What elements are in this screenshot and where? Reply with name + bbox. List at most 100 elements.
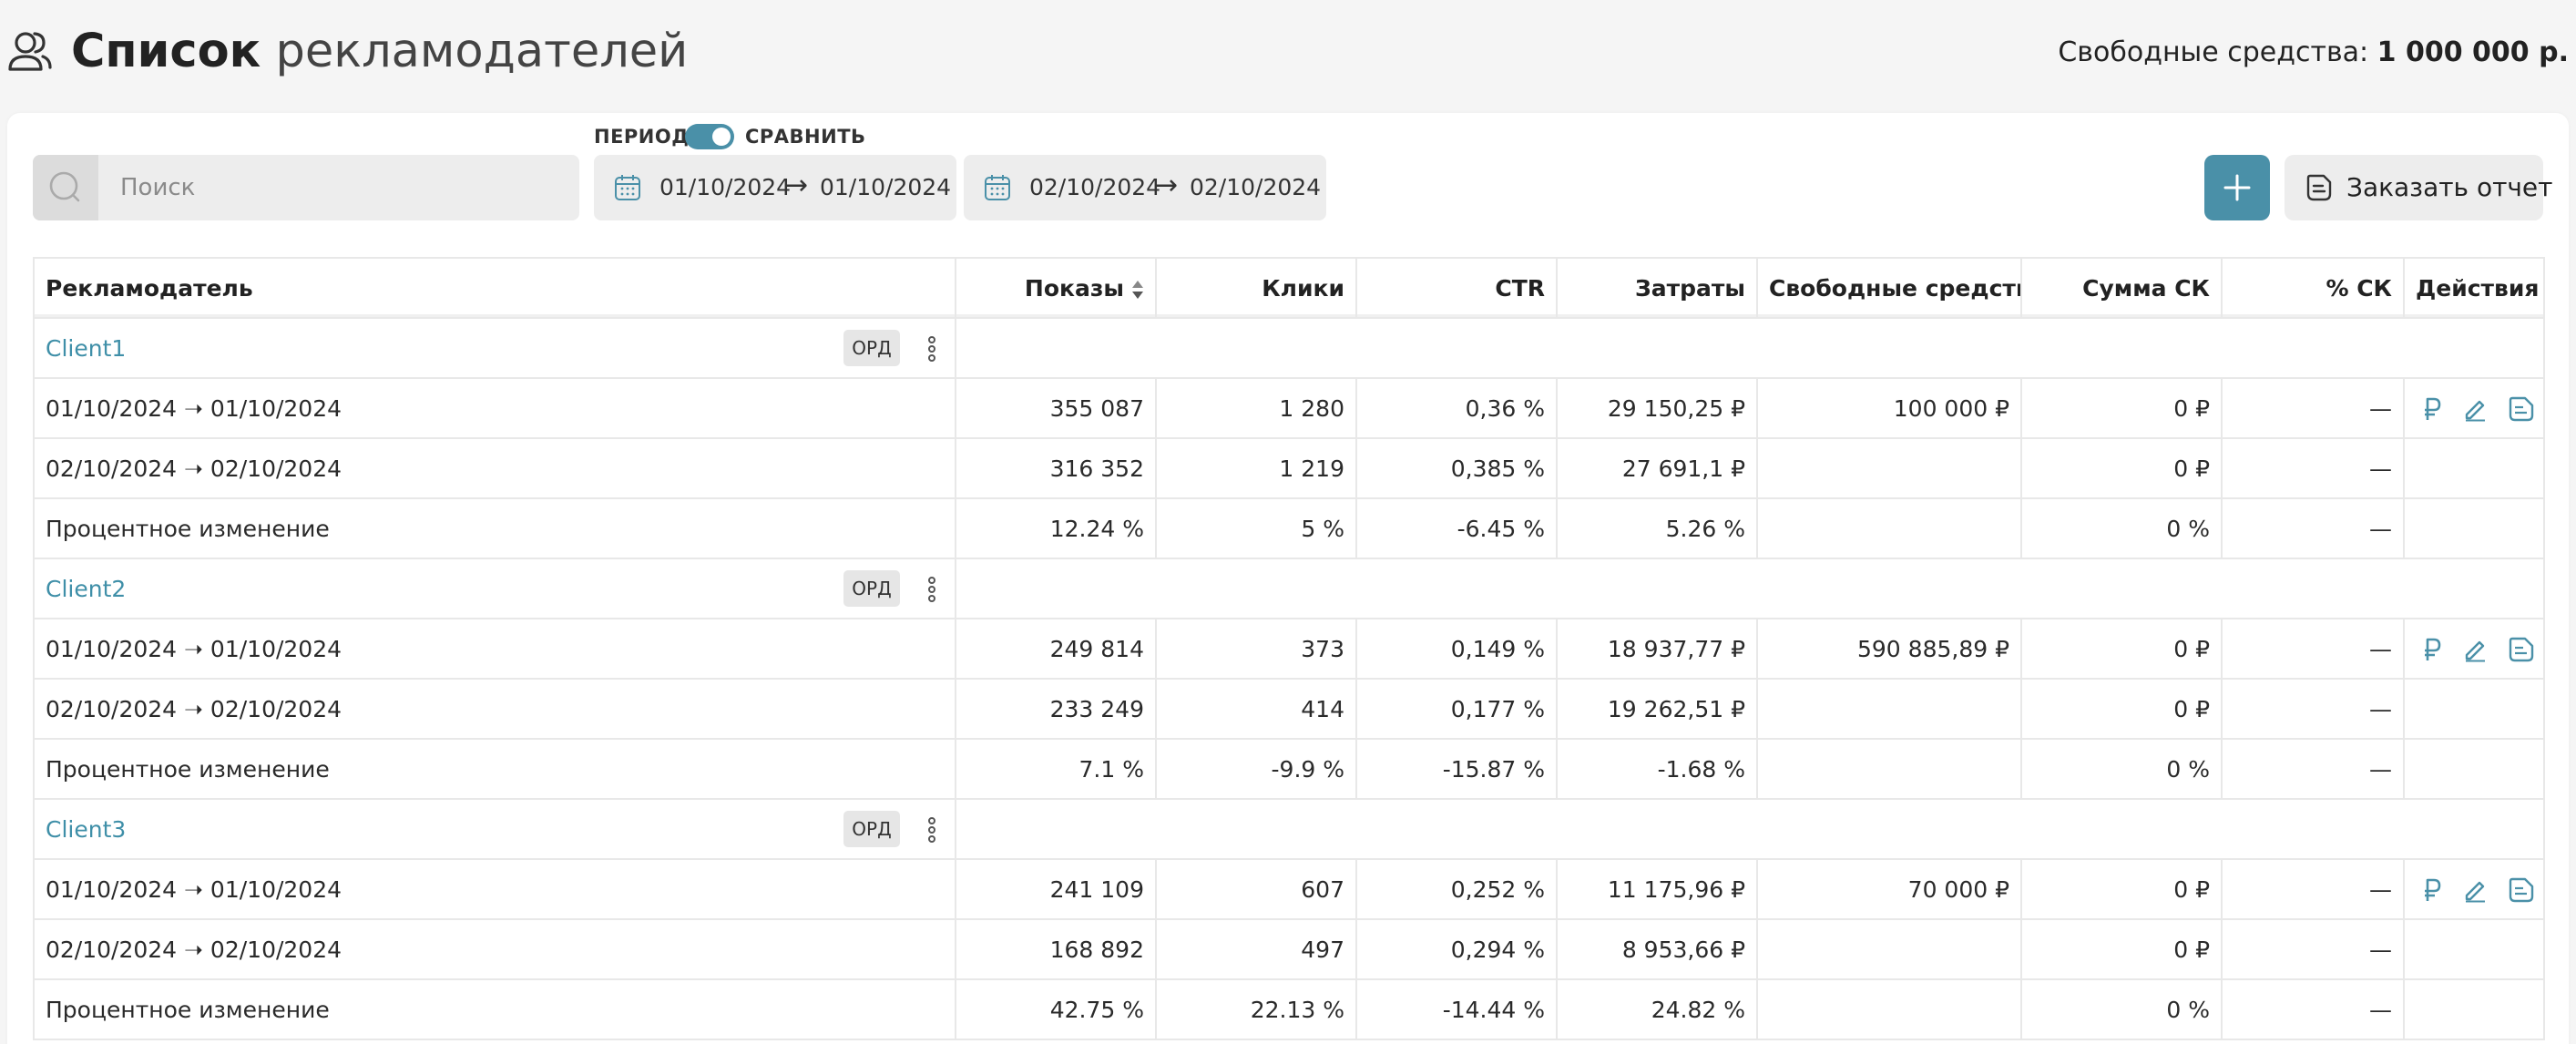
actions-cell (2403, 497, 2545, 559)
column-header-free-funds[interactable]: Свободные средства (1756, 257, 2022, 319)
column-header-cost[interactable]: Затраты (1556, 257, 1758, 319)
table-row: 02/10/2024 ➝ 02/10/2024 168 892 497 0,29… (33, 918, 2545, 980)
calendar-icon (985, 175, 1010, 200)
order-report-label: Заказать отчет (2346, 172, 2553, 202)
client-row: Client3 ОРД (33, 798, 2545, 860)
document-icon[interactable] (2508, 396, 2535, 422)
ctr-cell: 0,294 % (1355, 918, 1558, 980)
shows-cell: 316 352 (955, 437, 1157, 499)
sk-sum-cell: 0 ₽ (2020, 437, 2223, 499)
client-name-link[interactable]: Client1 (46, 334, 127, 362)
free-funds-change-cell (1756, 978, 2022, 1040)
sk-sum-cell: 0 ₽ (2020, 618, 2223, 680)
shows-cell: 168 892 (955, 918, 1157, 980)
more-options-icon[interactable] (927, 576, 936, 603)
client-name-link[interactable]: Client3 (46, 815, 127, 843)
ord-badge[interactable]: ОРД (843, 570, 900, 607)
sk-pct-change-cell: — (2221, 978, 2405, 1040)
sk-pct-cell: — (2221, 678, 2405, 740)
client-row: Client2 ОРД (33, 558, 2545, 619)
percent-change-row: Процентное изменение 7.1 % -9.9 % -15.87… (33, 738, 2545, 800)
add-advertiser-button[interactable] (2204, 155, 2270, 220)
users-icon (8, 32, 52, 71)
edit-icon[interactable] (2462, 396, 2488, 422)
cost-change-cell: 24.82 % (1556, 978, 1758, 1040)
free-funds-cell: 70 000 ₽ (1756, 858, 2022, 920)
clicks-change-cell: 22.13 % (1155, 978, 1357, 1040)
sk-sum-cell: 0 ₽ (2020, 918, 2223, 980)
more-options-icon[interactable] (927, 816, 936, 844)
column-header-ctr[interactable]: CTR (1355, 257, 1558, 319)
edit-icon[interactable] (2462, 637, 2488, 662)
sk-pct-change-cell: — (2221, 497, 2405, 559)
order-report-button[interactable]: Заказать отчет (2285, 155, 2552, 220)
date-range-1-from: 01/10/2024 (659, 174, 792, 200)
column-header-clicks[interactable]: Клики (1155, 257, 1357, 319)
clicks-cell: 1 219 (1155, 437, 1357, 499)
actions-cell (2403, 678, 2545, 740)
search-input[interactable] (98, 155, 579, 220)
plus-icon (2223, 174, 2251, 201)
client-row-empty (955, 798, 2545, 860)
compare-label: СРАВНИТЬ (745, 126, 866, 148)
free-funds-cell (1756, 918, 2022, 980)
column-header-sk-sum[interactable]: Сумма СК (2020, 257, 2223, 319)
actions-cell (2403, 618, 2545, 680)
shows-cell: 233 249 (955, 678, 1157, 740)
sk-pct-cell: — (2221, 918, 2405, 980)
sk-sum-change-cell: 0 % (2020, 978, 2223, 1040)
actions-cell (2403, 738, 2545, 800)
arrow-right-icon: → (785, 169, 809, 201)
search-icon (49, 171, 80, 202)
page-title-bold: Список (71, 25, 261, 78)
page-header: Список рекламодателей Свободные средства… (0, 0, 2576, 109)
ruble-icon[interactable] (2422, 877, 2442, 903)
shows-change-cell: 7.1 % (955, 738, 1157, 800)
cost-cell: 8 953,66 ₽ (1556, 918, 1758, 980)
clicks-cell: 1 280 (1155, 377, 1357, 439)
free-funds-change-cell (1756, 497, 2022, 559)
page-title-rest: рекламодателей (275, 25, 689, 78)
sk-pct-change-cell: — (2221, 738, 2405, 800)
compare-toggle[interactable] (685, 124, 734, 149)
cost-cell: 29 150,25 ₽ (1556, 377, 1758, 439)
column-header-advertiser[interactable]: Рекламодатель (33, 257, 956, 319)
free-funds-cell (1756, 437, 2022, 499)
actions-cell (2403, 978, 2545, 1040)
client-name-link[interactable]: Client2 (46, 575, 127, 602)
document-icon[interactable] (2508, 637, 2535, 662)
search-button[interactable] (33, 155, 98, 220)
ctr-change-cell: -6.45 % (1355, 497, 1558, 559)
percent-change-row: Процентное изменение 42.75 % 22.13 % -14… (33, 978, 2545, 1040)
arrow-right-icon: → (1155, 169, 1179, 201)
period-cell: 02/10/2024 ➝ 02/10/2024 (33, 678, 956, 740)
actions-cell (2403, 858, 2545, 920)
ruble-icon[interactable] (2422, 396, 2442, 422)
report-icon (2306, 174, 2332, 201)
actions-cell (2403, 437, 2545, 499)
more-options-icon[interactable] (927, 335, 936, 363)
column-header-sk-pct[interactable]: % СК (2221, 257, 2405, 319)
free-funds-value: 1 000 000 р. (2377, 36, 2569, 68)
document-icon[interactable] (2508, 877, 2535, 903)
free-funds-cell: 100 000 ₽ (1756, 377, 2022, 439)
free-funds-change-cell (1756, 738, 2022, 800)
column-header-shows[interactable]: Показы (955, 257, 1157, 319)
date-range-2[interactable]: 02/10/2024 → 02/10/2024 (964, 155, 1326, 220)
edit-icon[interactable] (2462, 877, 2488, 903)
date-range-1[interactable]: 01/10/2024 → 01/10/2024 (594, 155, 956, 220)
table-row: 01/10/2024 ➝ 01/10/2024 355 087 1 280 0,… (33, 377, 2545, 439)
sort-icon (1132, 280, 1143, 299)
ruble-icon[interactable] (2422, 637, 2442, 662)
ord-badge[interactable]: ОРД (843, 811, 900, 847)
period-cell: 02/10/2024 ➝ 02/10/2024 (33, 918, 956, 980)
advertisers-table: Рекламодатель Показы Клики CTR Затраты С… (33, 257, 2545, 1040)
table-row: 02/10/2024 ➝ 02/10/2024 316 352 1 219 0,… (33, 437, 2545, 499)
shows-change-cell: 42.75 % (955, 978, 1157, 1040)
column-header-shows-label: Показы (1024, 274, 1124, 302)
period-cell: 01/10/2024 ➝ 01/10/2024 (33, 618, 956, 680)
sk-pct-cell: — (2221, 858, 2405, 920)
ord-badge[interactable]: ОРД (843, 330, 900, 366)
ctr-cell: 0,385 % (1355, 437, 1558, 499)
clicks-cell: 373 (1155, 618, 1357, 680)
